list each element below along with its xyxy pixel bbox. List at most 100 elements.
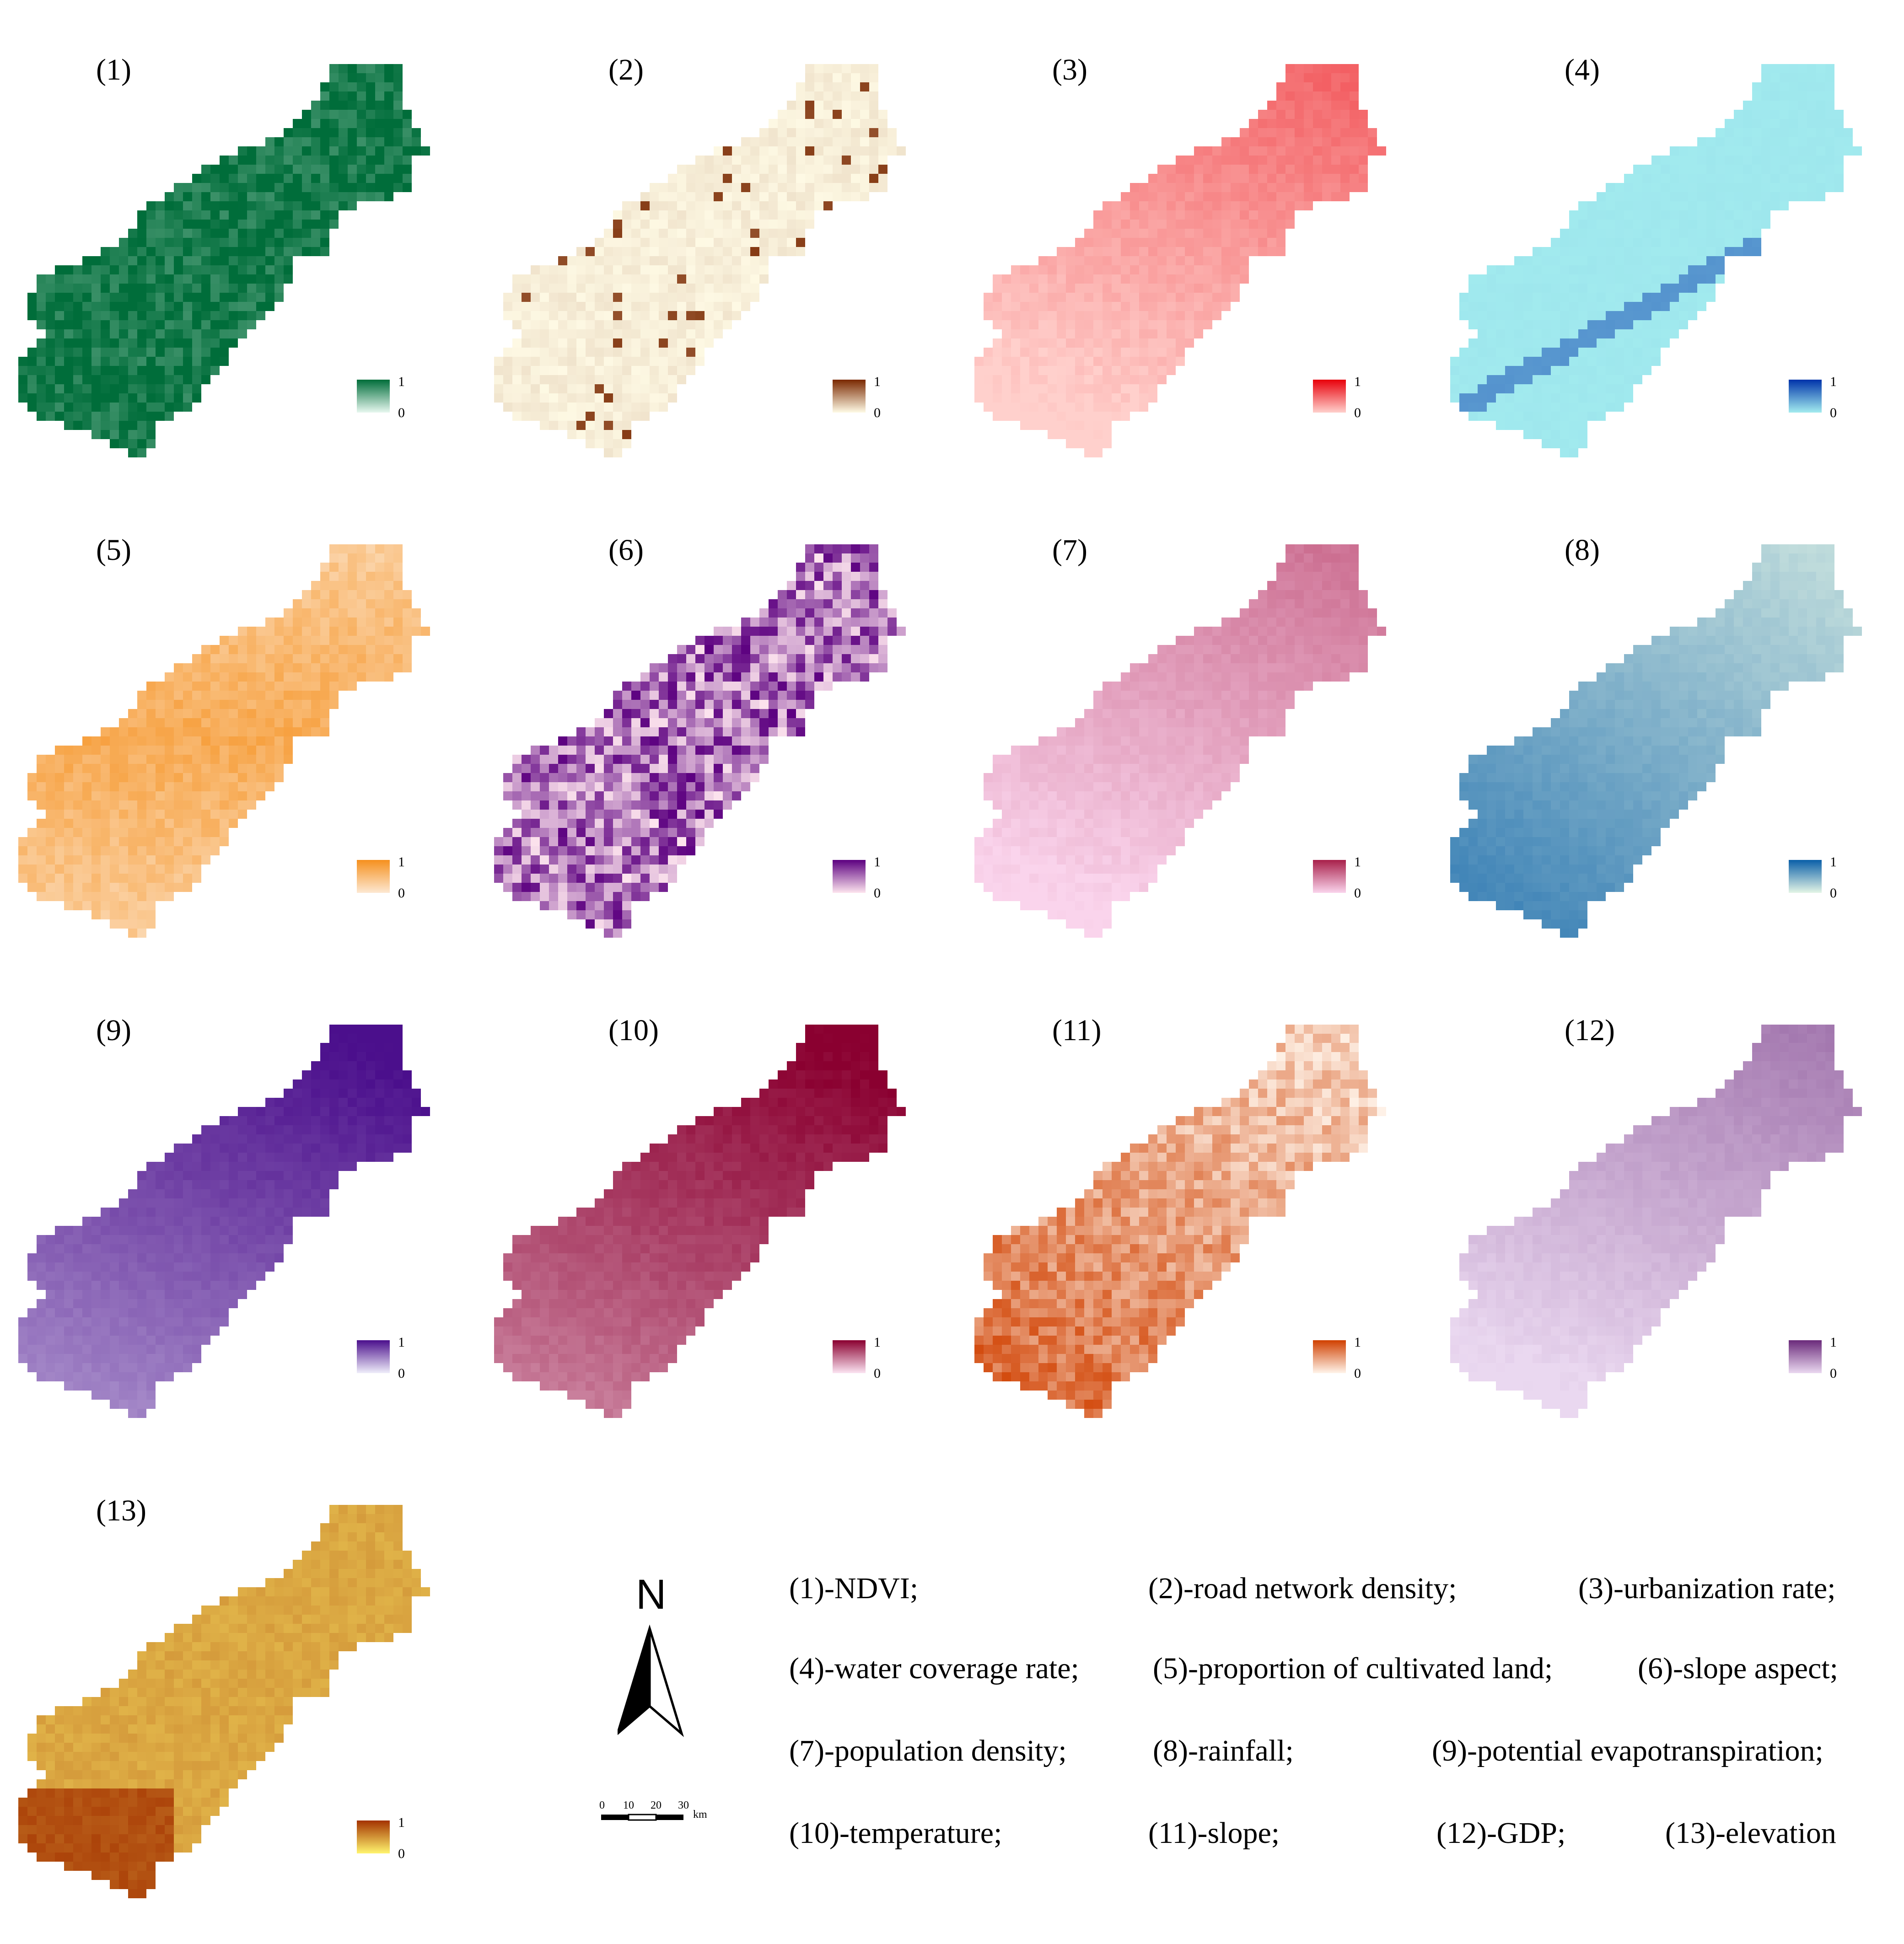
raster-cell bbox=[1834, 128, 1844, 137]
raster-cell bbox=[82, 302, 91, 311]
raster-cell bbox=[1459, 366, 1468, 375]
raster-cell bbox=[1478, 293, 1487, 302]
raster-cell bbox=[668, 874, 677, 883]
raster-cell bbox=[1203, 165, 1212, 174]
raster-cell bbox=[128, 764, 137, 773]
raster-cell bbox=[805, 220, 814, 229]
raster-cell bbox=[375, 563, 384, 572]
raster-cell bbox=[677, 311, 686, 320]
raster-cell bbox=[311, 691, 320, 700]
raster-cell bbox=[558, 302, 567, 311]
raster-cell bbox=[1194, 220, 1203, 229]
raster-cell bbox=[183, 810, 192, 819]
raster-cell bbox=[1725, 229, 1734, 238]
raster-cell bbox=[329, 110, 339, 119]
raster-cell bbox=[1139, 238, 1148, 247]
raster-cell bbox=[869, 636, 878, 645]
raster-cell bbox=[247, 174, 256, 183]
raster-cell bbox=[869, 645, 878, 654]
raster-cell bbox=[1295, 590, 1304, 599]
raster-cell bbox=[256, 627, 265, 636]
raster-cell bbox=[119, 837, 128, 846]
raster-cell bbox=[1020, 265, 1029, 274]
raster-cell bbox=[659, 311, 668, 320]
raster-cell bbox=[705, 727, 714, 736]
raster-cell bbox=[165, 329, 174, 338]
raster-cell bbox=[1057, 320, 1066, 329]
raster-cell bbox=[165, 810, 174, 819]
raster-cell bbox=[73, 393, 82, 403]
raster-cell bbox=[1487, 302, 1496, 311]
raster-cell bbox=[705, 265, 714, 274]
map-panel-5: (5) 1 0 bbox=[9, 526, 467, 983]
raster-cell bbox=[1633, 256, 1642, 265]
raster-cell bbox=[183, 819, 192, 828]
raster-cell bbox=[238, 274, 247, 284]
raster-cell bbox=[293, 663, 302, 672]
raster-cell bbox=[622, 865, 631, 874]
raster-cell bbox=[238, 247, 247, 256]
raster-cell bbox=[366, 156, 375, 165]
raster-cell bbox=[622, 430, 631, 439]
raster-cell bbox=[1240, 128, 1249, 137]
raster-cell bbox=[384, 544, 393, 553]
raster-cell bbox=[320, 247, 329, 256]
raster-cell bbox=[201, 183, 210, 192]
raster-cell bbox=[320, 128, 329, 137]
raster-cell bbox=[640, 238, 650, 247]
raster-cell bbox=[549, 403, 558, 412]
raster-cell bbox=[512, 855, 522, 865]
raster-cell bbox=[631, 348, 640, 357]
raster-cell bbox=[1285, 137, 1295, 146]
raster-cell bbox=[650, 329, 659, 338]
raster-cell bbox=[1597, 338, 1606, 348]
raster-cell bbox=[1514, 348, 1523, 357]
raster-cell bbox=[1350, 101, 1359, 110]
raster-cell bbox=[119, 773, 128, 782]
raster-cell bbox=[1267, 247, 1276, 256]
raster-cell bbox=[1130, 311, 1139, 320]
raster-cell bbox=[1185, 238, 1194, 247]
raster-cell bbox=[567, 746, 576, 755]
raster-cell bbox=[1670, 302, 1679, 311]
raster-cell bbox=[1478, 357, 1487, 366]
raster-cell bbox=[576, 865, 586, 874]
raster-cell bbox=[631, 265, 640, 274]
raster-cell bbox=[1533, 384, 1542, 393]
raster-cell bbox=[1112, 302, 1121, 311]
raster-cell bbox=[156, 709, 165, 718]
raster-cell bbox=[1176, 302, 1185, 311]
raster-cell bbox=[265, 274, 274, 284]
raster-cell bbox=[567, 837, 576, 846]
raster-cell bbox=[302, 183, 311, 192]
raster-cell bbox=[549, 311, 558, 320]
raster-cell bbox=[137, 384, 146, 393]
raster-cell bbox=[412, 618, 421, 627]
raster-cell bbox=[256, 146, 265, 156]
raster-cell bbox=[311, 238, 320, 247]
raster-cell bbox=[238, 755, 247, 764]
raster-cell bbox=[1670, 229, 1679, 238]
raster-cell bbox=[375, 82, 384, 91]
raster-cell bbox=[567, 265, 576, 274]
raster-cell bbox=[1139, 311, 1148, 320]
raster-cell bbox=[1221, 284, 1231, 293]
raster-cell bbox=[522, 311, 531, 320]
raster-cell bbox=[1569, 265, 1578, 274]
raster-cell bbox=[1468, 338, 1478, 348]
raster-cell bbox=[1304, 581, 1313, 590]
raster-cell bbox=[265, 210, 274, 220]
raster-cell bbox=[1606, 366, 1615, 375]
raster-cell bbox=[1606, 403, 1615, 412]
raster-cell bbox=[1130, 393, 1139, 403]
raster-cell bbox=[1194, 146, 1203, 156]
raster-cell bbox=[137, 357, 146, 366]
raster-cell bbox=[631, 727, 640, 736]
raster-cell bbox=[805, 82, 814, 91]
raster-cell bbox=[1578, 220, 1587, 229]
raster-cell bbox=[595, 746, 604, 755]
raster-cell bbox=[73, 421, 82, 430]
raster-cell bbox=[796, 238, 805, 247]
raster-cell bbox=[1011, 348, 1020, 357]
raster-cell bbox=[1313, 119, 1322, 128]
